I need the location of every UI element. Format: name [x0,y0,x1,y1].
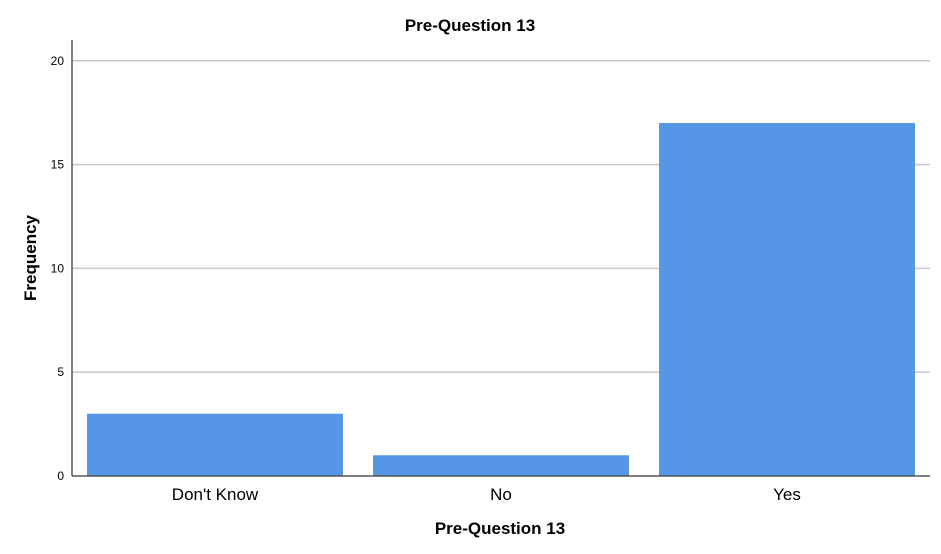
chart-title: Pre-Question 13 [405,16,535,35]
x-tick-label: Yes [773,485,801,504]
x-axis-ticks: Don't Know No Yes [172,485,801,504]
bars [87,123,915,477]
y-axis-label: Frequency [21,214,40,301]
bar [659,123,915,477]
bar [373,455,629,476]
x-tick-label: Don't Know [172,485,259,504]
y-tick-label: 15 [51,158,65,172]
y-tick-label: 10 [51,261,65,275]
x-tick-label: No [490,485,512,504]
y-axis-ticks: 0 5 10 15 20 [51,54,65,483]
y-tick-label: 20 [51,54,65,68]
bar [87,413,343,476]
x-axis-label: Pre-Question 13 [435,519,565,538]
y-tick-label: 0 [57,469,64,483]
y-tick-label: 5 [57,365,64,379]
